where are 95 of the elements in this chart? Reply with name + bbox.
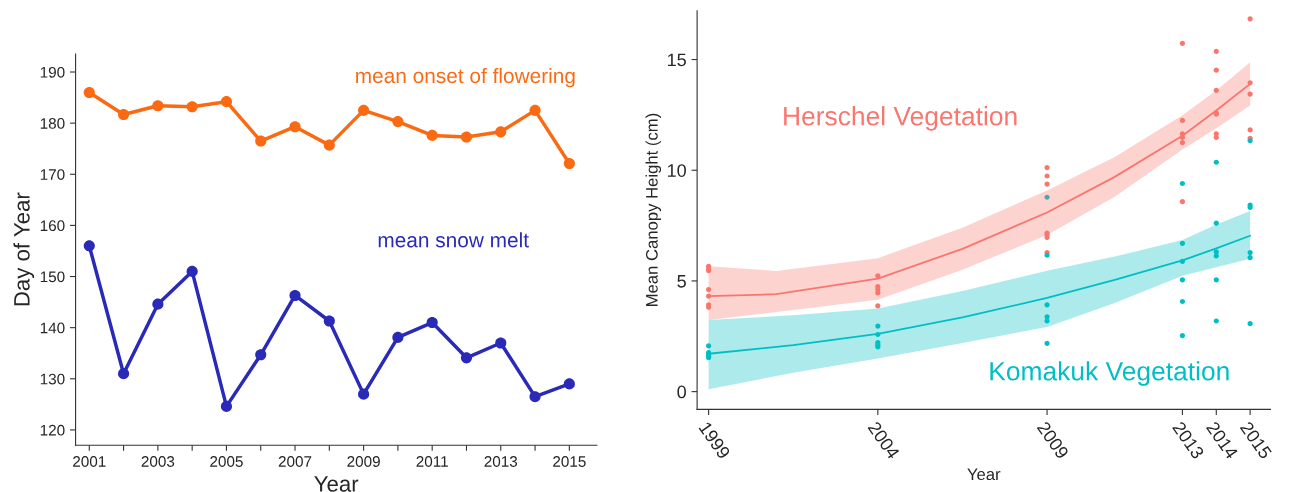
text: mean snow melt [378,232,529,248]
point [220,96,232,108]
x-tick-label: 2009 [347,456,380,467]
point [706,343,712,349]
y-tick-label: 130 [40,373,65,385]
point [1213,159,1219,165]
point [426,129,438,141]
point [255,349,267,361]
y-axis-title: Mean Canopy Height (cm) [645,113,662,306]
point [1213,67,1219,73]
point [563,157,575,170]
x-tick-label: 2007 [278,456,312,467]
point [460,352,473,364]
y-tick-label: 0 [677,385,686,399]
point [1179,40,1186,46]
y-tick-label: 140 [40,322,65,334]
point [1179,240,1186,246]
point [1044,318,1050,324]
point [1179,333,1186,339]
point [1247,127,1253,133]
point [358,104,370,116]
point [1044,194,1050,200]
y-tick-label: 180 [40,118,65,129]
point [323,315,335,327]
point [289,121,301,133]
point [220,400,232,412]
point [1213,48,1219,54]
point [1179,180,1186,187]
point [1179,199,1186,205]
point [1179,139,1186,146]
point [83,240,95,252]
point [1213,220,1219,226]
series-label: mean onset of flowering [356,67,575,88]
y-axis-title: Day of Year [13,192,35,306]
y-tick-label: 170 [40,169,65,180]
x-tick-label: 2005 [210,456,243,467]
point [1213,318,1219,324]
point [529,104,541,116]
x-tick-label: 2011 [416,456,448,467]
series-label: Komakuk Vegetation [990,361,1229,386]
point [1213,87,1219,93]
x-axis-title: Year [967,468,1001,481]
x-tick-label: 2013 [484,456,518,467]
y-tick-label: 160 [40,220,65,232]
point [1044,181,1050,187]
point [118,108,130,121]
point [1179,117,1186,124]
y-tick-label: 15 [667,53,686,67]
x-axis-title: Year [314,476,359,492]
point [1044,340,1050,346]
point [1213,277,1219,283]
point [1213,134,1219,141]
point [1213,253,1219,259]
point [289,289,301,302]
point [875,273,881,279]
point [152,298,164,310]
y-tick-label: 190 [40,66,65,78]
point [426,316,438,329]
point [563,378,575,390]
y-tick-label: 10 [667,164,686,177]
point [706,286,712,293]
point [1044,173,1050,179]
point [118,368,130,380]
point [392,331,404,343]
y-tick-label: 120 [40,424,65,436]
point [1044,164,1050,171]
x-tick-label: 2015 [553,456,586,467]
point [1247,249,1253,256]
y-tick-label: 150 [40,271,65,283]
text: Herschel Vegetation [784,106,1017,131]
point [392,116,404,128]
point [255,135,267,147]
point [875,303,881,309]
point [186,101,198,113]
point [1247,255,1253,261]
point [1179,277,1186,283]
point [460,131,473,143]
point [529,391,541,403]
point [323,139,335,151]
point [1247,321,1253,327]
point [1179,298,1186,305]
point [358,388,370,400]
point [152,100,164,112]
point [495,126,507,138]
point [495,337,507,349]
x-tick-label: 2001 [73,456,106,467]
point [1044,302,1050,308]
point [875,290,881,296]
x-tick-label: 2003 [141,456,175,467]
point [83,86,95,99]
point [1247,91,1253,97]
y-tick-label: 5 [677,275,686,288]
point [875,323,881,329]
point [1247,16,1253,22]
point [186,265,198,277]
